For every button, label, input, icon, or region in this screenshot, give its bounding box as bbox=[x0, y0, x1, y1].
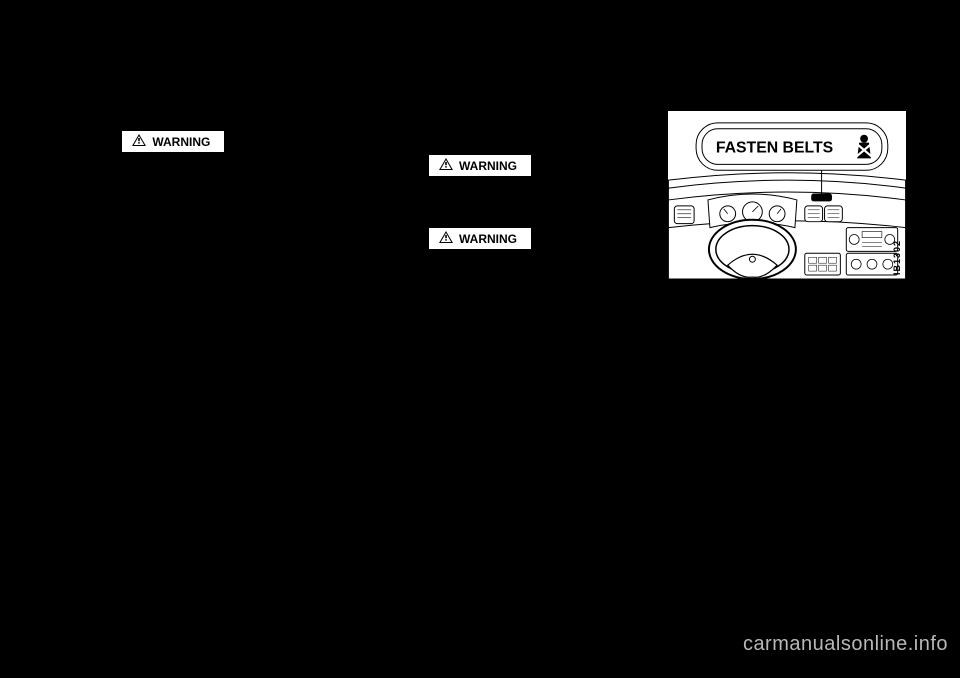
column-3: FASTEN BELTS IB1302 bbox=[643, 50, 930, 648]
column-1: WARNING bbox=[30, 50, 317, 648]
warning-label-3: WARNING bbox=[459, 232, 517, 246]
dashboard-figure: FASTEN BELTS IB1302 bbox=[667, 110, 907, 280]
warning-triangle-icon bbox=[132, 134, 146, 149]
watermark-text: carmanualsonline.info bbox=[743, 633, 948, 656]
manual-page: WARNING WARNING bbox=[0, 0, 960, 678]
column-2: WARNING WARNING bbox=[337, 50, 624, 648]
warning-triangle-icon bbox=[439, 158, 453, 173]
figure-part-number: IB1302 bbox=[892, 240, 902, 275]
fasten-belts-text: FASTEN BELTS bbox=[716, 140, 833, 157]
warning-box-1: WARNING bbox=[121, 130, 225, 153]
dashboard-svg: FASTEN BELTS bbox=[668, 111, 906, 279]
warning-box-2: WARNING bbox=[428, 154, 532, 177]
warning-label-2: WARNING bbox=[459, 159, 517, 173]
warning-triangle-icon bbox=[439, 231, 453, 246]
warning-box-3: WARNING bbox=[428, 227, 532, 250]
warning-label-1: WARNING bbox=[152, 135, 210, 149]
